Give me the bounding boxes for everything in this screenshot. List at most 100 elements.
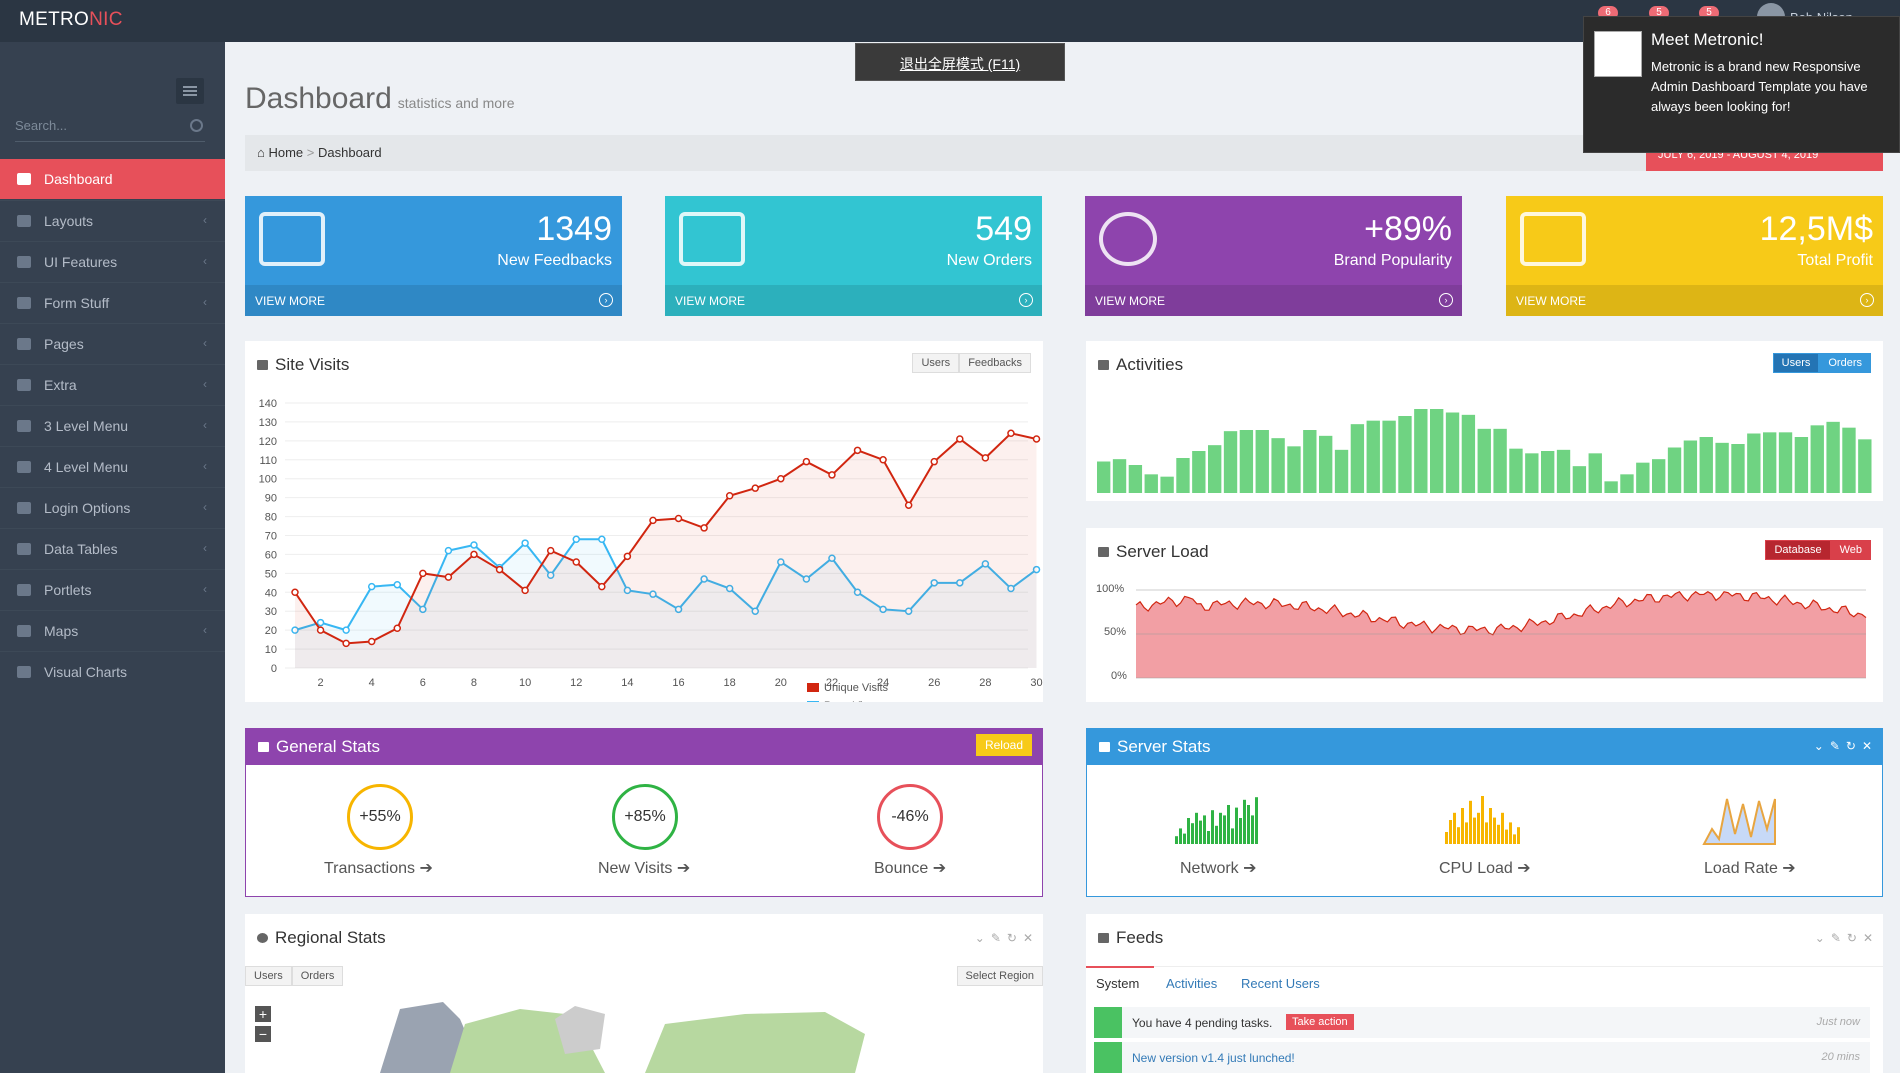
activity-bar	[1319, 435, 1333, 493]
sidebar-toggle-icon[interactable]	[176, 78, 204, 104]
x-tick-label: 2	[318, 677, 324, 689]
regional-tab-orders[interactable]: Orders	[291, 966, 344, 986]
menu-icon	[17, 666, 31, 678]
zoom-in-button[interactable]: +	[255, 1006, 271, 1022]
cpu-bar	[1489, 808, 1492, 844]
load-rate-label[interactable]: Load Rate ➔	[1704, 860, 1796, 877]
reload-button[interactable]: Reload	[975, 734, 1032, 756]
sidebar-item-pages[interactable]: Pages ‹	[0, 323, 225, 363]
site-visits-tab-users[interactable]: Users	[912, 353, 960, 373]
cpu-load-label[interactable]: CPU Load ➔	[1439, 860, 1531, 877]
server-load-tab-database[interactable]: Database	[1765, 540, 1831, 560]
x-tick-label: 20	[775, 677, 787, 689]
panel-tools[interactable]: ⌄✎↻✕	[974, 931, 1039, 945]
cpu-bar	[1453, 812, 1456, 844]
data-point	[291, 626, 299, 634]
activity-bar	[1572, 466, 1587, 493]
cpu-bar	[1449, 820, 1452, 844]
sidebar-search-input[interactable]: Search...	[15, 112, 205, 142]
panel-tools[interactable]: ⌄✎↻✕	[1814, 931, 1879, 945]
menu-icon	[17, 379, 31, 391]
chevron-left-icon: ‹	[203, 623, 207, 637]
stat-tile-total-profit: 12,5M$ Total Profit VIEW MORE ›	[1506, 196, 1883, 316]
cpu-bar	[1445, 832, 1448, 844]
transactions-label[interactable]: Transactions ➔	[324, 860, 433, 877]
data-point	[291, 588, 299, 597]
data-point	[879, 605, 887, 614]
activity-bar	[1334, 449, 1349, 493]
activities-title: Activities	[1116, 355, 1184, 374]
search-icon[interactable]	[190, 119, 203, 132]
x-tick-label: 26	[928, 677, 940, 689]
sidebar-item-data-tables[interactable]: Data Tables ‹	[0, 528, 225, 568]
sidebar-item-form-stuff[interactable]: Form Stuff ‹	[0, 282, 225, 322]
feeds-tab-activities[interactable]: Activities	[1166, 976, 1218, 991]
view-more-link[interactable]: VIEW MORE ›	[245, 285, 622, 316]
legend-label: Unique Visits	[824, 682, 888, 694]
server-stats-header	[1087, 729, 1882, 765]
activity-bar	[1414, 409, 1428, 493]
sidebar-item-layouts[interactable]: Layouts ‹	[0, 200, 225, 240]
data-point	[674, 605, 683, 614]
network-bar	[1183, 833, 1186, 844]
data-point	[879, 456, 887, 464]
menu-icon	[17, 543, 31, 555]
network-bar	[1207, 831, 1210, 844]
feeds-tab-system[interactable]: System	[1096, 976, 1140, 991]
activity-bar	[1097, 461, 1111, 493]
panel-tools[interactable]: ⌄✎↻✕	[1813, 739, 1878, 753]
regional-stats-panel: Regional Stats ⌄✎↻✕ Users Orders Select R…	[245, 914, 1043, 1073]
breadcrumb-home[interactable]: Home	[268, 145, 304, 160]
view-more-link[interactable]: VIEW MORE ›	[665, 285, 1042, 316]
server-stats-sparklines	[1175, 796, 1776, 845]
logo[interactable]: METRONIC	[19, 9, 123, 30]
feeds-tab-recent-users[interactable]: Recent Users	[1241, 976, 1320, 991]
regional-tab-users[interactable]: Users	[245, 966, 292, 986]
feed-item: New version v1.4 just lunched! 20 mins	[1094, 1042, 1870, 1073]
bounce-label[interactable]: Bounce ➔	[874, 860, 947, 877]
world-map[interactable]	[245, 914, 1043, 1073]
server-load-tab-web[interactable]: Web	[1830, 540, 1871, 560]
activities-tab-orders[interactable]: Orders	[1819, 353, 1871, 373]
activity-bar	[1112, 459, 1127, 493]
data-point	[725, 584, 734, 593]
notification-title: Meet Metronic!	[1651, 30, 1764, 49]
activity-bar	[1556, 449, 1571, 493]
data-point	[930, 579, 938, 587]
server-load-panel: Server Load Database Web 100% 50% 0%	[1086, 528, 1883, 702]
notification-popup[interactable]: Meet Metronic! Metronic is a brand new R…	[1583, 16, 1900, 153]
regional-stats-title: Regional Stats	[275, 928, 386, 947]
select-region-dropdown[interactable]: Select Region	[956, 966, 1043, 986]
site-visits-tab-feedbacks[interactable]: Feedbacks	[959, 353, 1031, 373]
stat-value: 1349	[536, 210, 612, 248]
sidebar-item-login-options[interactable]: Login Options ‹	[0, 487, 225, 527]
sidebar-item-portlets[interactable]: Portlets ‹	[0, 569, 225, 609]
sidebar-item-visual-charts[interactable]: Visual Charts	[0, 651, 225, 691]
view-more-link[interactable]: VIEW MORE ›	[1085, 285, 1462, 316]
zoom-out-button[interactable]: −	[255, 1026, 271, 1042]
sidebar-item-4-level-menu[interactable]: 4 Level Menu ‹	[0, 446, 225, 486]
sidebar-item-3-level-menu[interactable]: 3 Level Menu ‹	[0, 405, 225, 445]
data-point	[904, 607, 913, 615]
view-more-link[interactable]: VIEW MORE ›	[1506, 285, 1883, 316]
network-bar	[1235, 807, 1238, 844]
take-action-button[interactable]: Take action	[1286, 1014, 1354, 1030]
sidebar-item-dashboard[interactable]: Dashboard	[0, 159, 234, 199]
new-visits-label[interactable]: New Visits ➔	[598, 860, 691, 877]
activity-bar	[1620, 474, 1634, 493]
data-point	[930, 457, 938, 466]
data-point	[700, 524, 708, 532]
activities-tab-users[interactable]: Users	[1772, 353, 1820, 373]
fullscreen-exit-tip[interactable]: 退出全屏模式 (F11)	[855, 43, 1065, 81]
y-tick-50: 50%	[1104, 626, 1127, 638]
sidebar-item-extra[interactable]: Extra ‹	[0, 364, 225, 404]
sidebar-item-ui-features[interactable]: UI Features ‹	[0, 241, 225, 281]
activity-bar	[1430, 409, 1444, 493]
y-tick-label: 80	[265, 512, 277, 524]
activity-bar	[1763, 432, 1777, 493]
page-header: Dashboard statistics and more	[245, 82, 514, 116]
chevron-left-icon: ‹	[203, 295, 207, 309]
network-label[interactable]: Network ➔	[1180, 860, 1257, 877]
sidebar-item-maps[interactable]: Maps ‹	[0, 610, 225, 650]
network-bar	[1231, 828, 1234, 844]
